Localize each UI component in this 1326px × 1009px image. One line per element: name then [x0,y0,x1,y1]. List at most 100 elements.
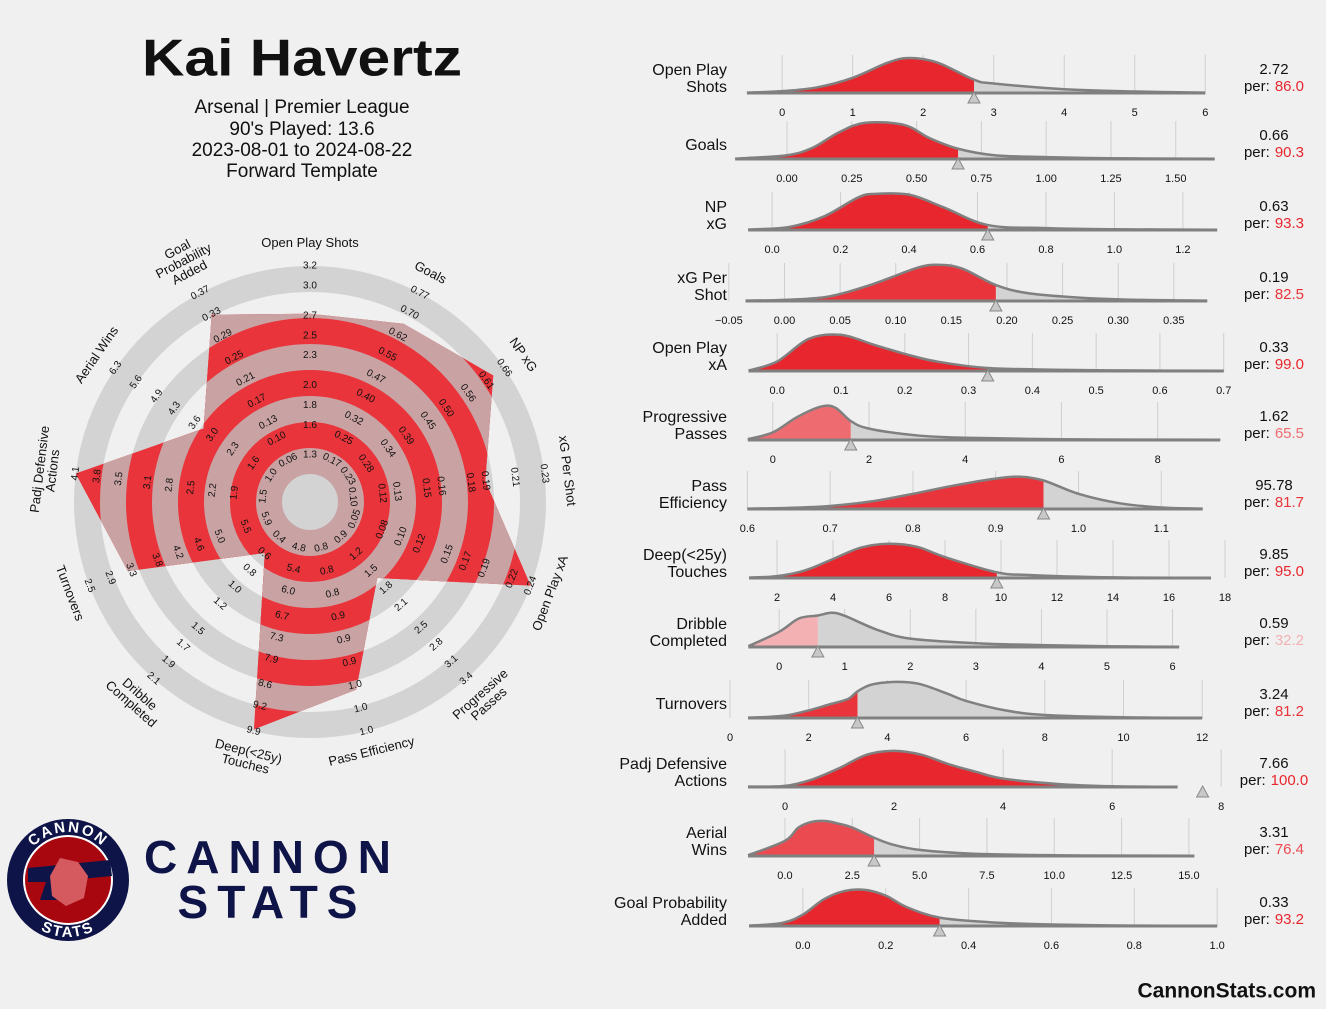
x-tick-label: 0.0 [764,244,779,256]
x-tick-label: 0 [770,454,776,466]
radar-tick-label: 2.5 [185,480,198,496]
x-tick-label: 0.25 [841,173,862,185]
radar-tick-label: 4.6 [191,536,206,553]
metric-label: Progressive [643,409,728,426]
percentile: per: 95.0 [1244,563,1304,580]
value-marker [1195,784,1210,798]
metric-label: Turnovers [656,696,727,713]
radar-tick-label: 9.9 [245,724,262,738]
density-curve [748,192,1218,232]
radar-tick-label: 0.9 [341,655,358,669]
density-area-below [748,820,875,856]
x-tick-label: 7.5 [979,870,994,882]
density-plot: 0.00 0.25 0.50 0.75 1.00 1.25 1.50 Goals 0.66per… [685,121,1304,185]
percentile-prefix: per: [1244,494,1270,511]
x-tick-label: 0.2 [897,385,912,397]
metric-value: 3.31 [1259,824,1288,841]
x-tick-label: 1.0 [1071,523,1086,535]
x-tick-label: 14 [1107,592,1119,604]
x-tick-label: 2 [866,454,872,466]
subtitle: Forward Template [226,161,378,182]
x-tick-label: 0.8 [905,523,920,535]
radar-tick-label: 3.5 [113,471,126,487]
metric-value: 2.72 [1259,61,1288,78]
density-plot: 0.0 0.2 0.4 0.6 0.8 1.0 Goal ProbabilityAdded 0… [614,888,1304,952]
density-area-rest [857,681,1203,718]
metric-label: Padj Defensive [619,756,727,773]
x-tick-label: 16 [1163,592,1175,604]
radar-tick-label: 4.8 [291,541,308,555]
x-tick-label: 2 [920,107,926,119]
x-tick-label: 3 [991,107,997,119]
x-tick-label: 4 [1061,107,1067,119]
logo: CANNON STATS [7,819,129,941]
x-tick-label: 0.7 [823,523,838,535]
value-marker [1036,506,1051,520]
metric-label: Open Play [652,62,727,79]
percentile-prefix: per: [1244,563,1270,580]
density-curve [745,263,1208,302]
radar-tick-label: 1.0 [358,724,375,738]
radar-tick-label: 1.0 [353,701,370,715]
metric-label: Aerial [686,825,727,842]
brand-name: CANNON [144,831,400,883]
x-tick-label: 8 [942,592,948,604]
x-tick-label: 0.25 [1052,315,1073,327]
percentile: per: 93.2 [1244,911,1304,928]
center-disk [282,474,338,530]
x-tick-label: 8 [1042,732,1048,744]
x-tick-label: 12 [1051,592,1063,604]
x-tick-label: 4 [830,592,836,604]
x-tick-label: 6 [963,732,969,744]
density-area-below [745,264,996,301]
x-tick-label: 0.6 [740,523,755,535]
radar-tick-label: 0.9 [336,633,353,647]
percentile-prefix: per: [1240,772,1266,789]
metric-value: 1.62 [1259,408,1288,425]
density-area-below [747,476,1044,509]
radar-tick-label: 2.5 [82,577,97,594]
x-tick-label: 4 [962,454,968,466]
metric-value: 7.66 [1259,755,1288,772]
metric-value: 0.19 [1259,269,1288,286]
radar-tick-label: 5.4 [285,562,302,576]
metric-label: Goal Probability [614,895,727,912]
radar-tick-label: 0.10 [346,487,359,508]
metric-label: Goals [685,137,727,154]
radar-tick-label: 0.9 [330,610,347,624]
value-marker [980,368,995,382]
x-tick-label: 10 [1117,732,1129,744]
x-tick-label: 0.8 [1038,244,1053,256]
footer-url: CannonStats.com [1137,980,1316,1003]
density-curve [748,888,1218,928]
radar-tick-label: 2.5 [303,330,317,341]
x-tick-label: 0.6 [1152,385,1167,397]
radar-tick-label: 3.0 [303,281,317,292]
metric-label: xG Per [677,270,727,287]
radar-tick-label: 5.9 [258,510,273,527]
radar-tick-label: 1.9 [228,485,241,501]
x-tick-label: 0.2 [878,940,893,952]
x-tick-label: 6 [1169,661,1175,673]
percentile: per: 93.3 [1244,215,1304,232]
x-tick-label: 1 [850,107,856,119]
x-tick-label: 0 [782,801,788,813]
radar-tick-label: 3.3 [123,562,138,579]
radar-tick-label: 2.3 [303,350,317,361]
metric-label: Wins [691,842,727,859]
density-area-rest [850,421,1221,440]
radar-tick-label: 6.7 [274,609,291,623]
x-tick-label: 2 [907,661,913,673]
radar: Open Play Shots 1.3 1.6 1.8 2.0 2.3 2.5 2.7 3.0 3… [27,235,579,777]
radar-tick-label: 9.2 [252,699,269,713]
x-tick-label: 0.0 [795,940,810,952]
percentile-prefix: per: [1244,78,1270,95]
percentile-prefix: per: [1244,425,1270,442]
radar-tick-label: 8.6 [257,677,274,691]
x-tick-label: 0.7 [1216,385,1231,397]
radar-tick-label: 6.0 [280,584,297,598]
x-tick-label: 0.0 [770,385,785,397]
